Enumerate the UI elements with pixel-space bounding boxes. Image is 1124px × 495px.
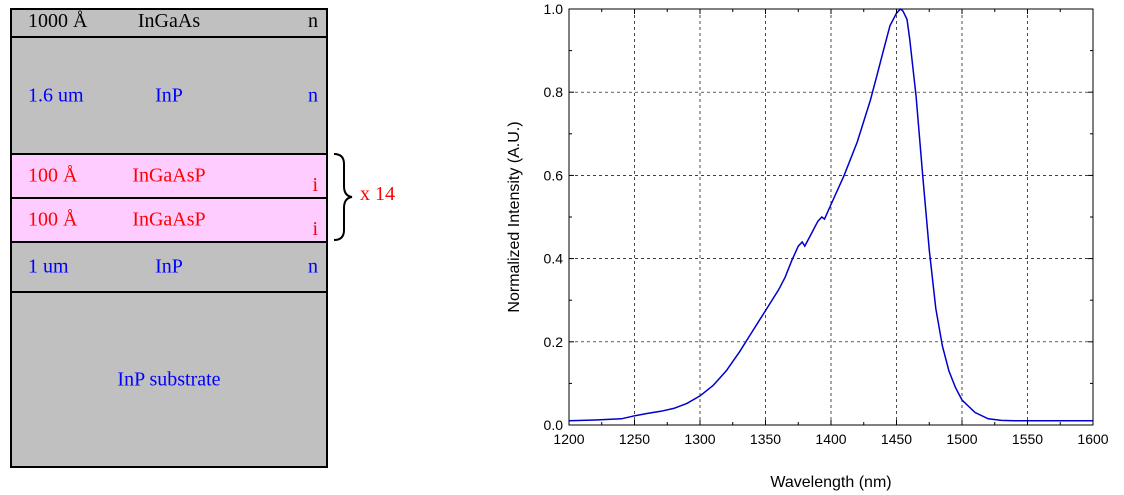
y-tick-label: 0.4: [544, 251, 564, 267]
layer-thickness: 100 Å: [28, 164, 78, 187]
y-tick-label: 0.2: [544, 334, 564, 350]
x-axis-label: Wavelength (nm): [770, 474, 891, 491]
x-tick-label: 1350: [750, 431, 781, 447]
layer-material: InP: [155, 84, 183, 106]
series-line: [568, 7, 1093, 422]
x-tick-label: 1550: [1012, 431, 1043, 447]
layer-material: InP: [155, 255, 183, 278]
layer-doping: i: [312, 174, 318, 196]
layer-material: InGaAs: [137, 10, 201, 32]
y-axis-label: Normalized Intensity (A.U.): [506, 121, 523, 312]
repeat-brace: [333, 153, 353, 241]
y-tick-label: 0.6: [544, 167, 564, 183]
y-tick-label: 0.0: [544, 417, 564, 433]
x-tick-label: 1250: [619, 431, 650, 447]
y-tick-label: 0.8: [544, 84, 564, 100]
layer-material: InGaAsP: [132, 208, 206, 231]
layer-inp-cladding-top: 1.6 um InP n: [12, 38, 326, 155]
x-tick-label: 1200: [553, 431, 584, 447]
layer-ingaasp-well-1: 100 Å InGaAsP i: [12, 155, 326, 199]
chart-grid: [569, 9, 1093, 425]
axis-ticks: 1200 1250 1300 1350 1400 1450 1500 1550 1600 0.0 0…: [544, 1, 1109, 447]
x-tick-label: 1500: [946, 431, 977, 447]
layer-doping: n: [308, 10, 318, 32]
layer-material: InGaAsP: [132, 164, 206, 187]
layer-stack-diagram: 1000 Å InGaAs n 1.6 um InP n 100 Å InGaA…: [10, 8, 328, 468]
x-tick-label: 1600: [1077, 431, 1108, 447]
layer-thickness: 1 um: [28, 255, 69, 278]
x-tick-label: 1450: [881, 431, 912, 447]
layer-ingaas-contact: 1000 Å InGaAs n: [12, 10, 326, 38]
y-tick-label: 1.0: [544, 1, 564, 17]
x-tick-label: 1400: [815, 431, 846, 447]
layer-doping: n: [308, 255, 318, 278]
layer-material: InP substrate: [117, 368, 221, 390]
layer-substrate: InP substrate: [12, 293, 326, 466]
layer-inp-cladding-bottom: 1 um InP n: [12, 243, 326, 293]
repeat-count-label: x 14: [360, 183, 395, 205]
layer-doping: i: [312, 218, 318, 240]
layer-thickness: 1.6 um: [28, 84, 84, 106]
layer-thickness: 1000 Å: [28, 10, 88, 32]
x-tick-label: 1300: [684, 431, 715, 447]
layer-doping: n: [308, 84, 318, 106]
layer-ingaasp-well-2: 100 Å InGaAsP i: [12, 199, 326, 243]
layer-thickness: 100 Å: [28, 208, 78, 231]
